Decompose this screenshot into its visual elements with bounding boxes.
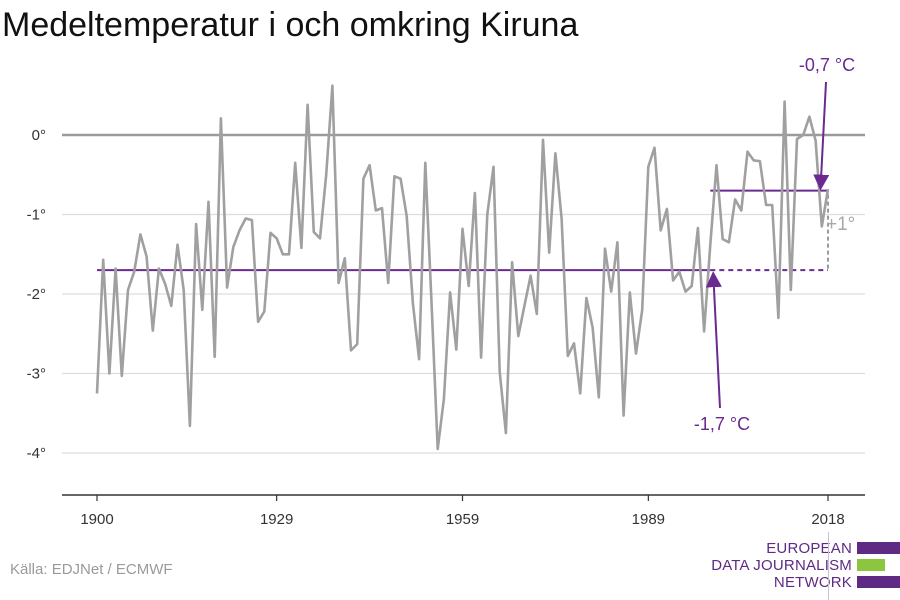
y-tick-label: -2°	[27, 286, 46, 303]
annotations: -0,7 °C -1,7 °C +1°	[694, 55, 855, 434]
annotation-arrow	[705, 271, 722, 409]
logo-line: DATA JOURNALISM	[711, 557, 852, 574]
y-tick-label: -3°	[27, 366, 46, 383]
logo-divider	[828, 532, 829, 600]
grid	[62, 133, 865, 454]
logo-bar-purple	[857, 576, 900, 588]
annotation-difference: +1°	[826, 214, 855, 235]
logo-line: NETWORK	[773, 574, 852, 591]
logo-bar-green	[857, 559, 885, 571]
logo-line: EUROPEAN	[766, 540, 852, 557]
edjnet-logo	[828, 532, 900, 600]
logo-bar-purple	[857, 542, 900, 554]
axes: 0° -1° -2° -3° -4° 1900 1929 1959 1989 2018	[27, 127, 865, 528]
y-tick-label: 0°	[32, 127, 46, 144]
annotation-recent-mean: -0,7 °C	[799, 55, 855, 75]
x-tick-label: 1900	[80, 511, 113, 528]
series-layer	[95, 84, 830, 451]
source-note: Källa: EDJNet / ECMWF	[10, 561, 173, 578]
series-line	[95, 84, 830, 451]
x-tick-label: 2018	[811, 511, 844, 528]
annotation-arrow	[813, 81, 830, 191]
y-tick-label: -4°	[27, 445, 46, 462]
x-tick-label: 1929	[260, 511, 293, 528]
logo-text: EUROPEAN DATA JOURNALISM NETWORK	[711, 540, 852, 591]
chart-title: Medeltemperatur i och omkring Kiruna	[2, 6, 579, 44]
x-tick-label: 1959	[446, 511, 479, 528]
y-tick-label: -1°	[27, 207, 46, 224]
x-tick-label: 1989	[632, 511, 665, 528]
annotation-baseline-mean: -1,7 °C	[694, 414, 750, 434]
